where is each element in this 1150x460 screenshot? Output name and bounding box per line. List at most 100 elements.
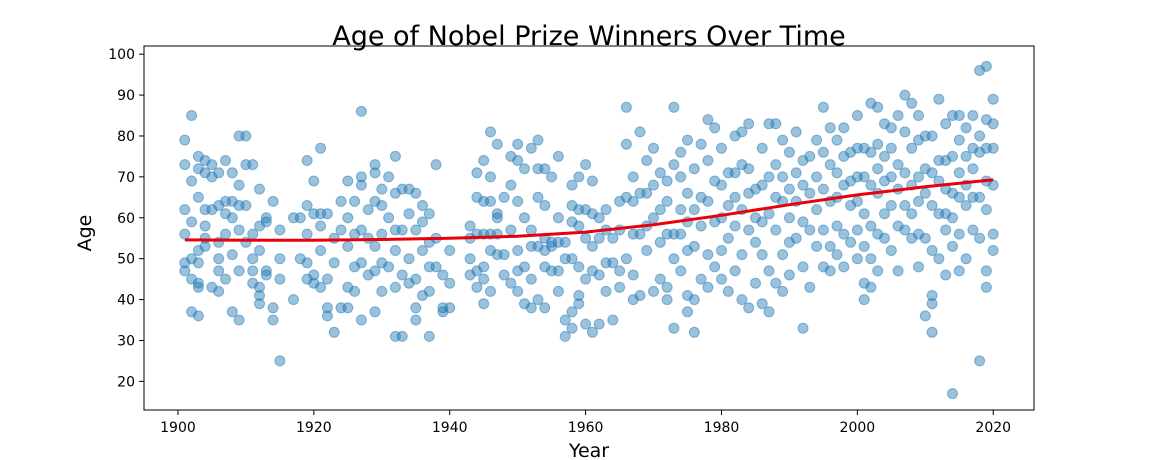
data-point	[233, 179, 245, 191]
data-point	[879, 150, 890, 162]
data-point	[199, 220, 211, 232]
data-point	[804, 281, 816, 293]
data-point	[790, 167, 802, 179]
data-point	[750, 277, 761, 289]
data-point	[634, 126, 646, 138]
data-point	[342, 212, 354, 224]
data-point	[682, 134, 693, 146]
data-point	[519, 261, 530, 273]
data-point	[953, 134, 965, 146]
data-point	[233, 314, 245, 326]
data-point	[376, 200, 388, 211]
data-point	[682, 306, 693, 318]
data-point	[301, 228, 313, 240]
data-point	[505, 224, 517, 236]
data-point	[641, 187, 653, 199]
x-tick-label: 1940	[432, 420, 468, 436]
data-point	[722, 285, 734, 297]
data-point	[396, 269, 408, 281]
data-point	[383, 212, 395, 224]
data-point	[335, 224, 347, 236]
data-point	[423, 208, 435, 220]
data-point	[851, 195, 863, 207]
data-point	[831, 220, 843, 232]
data-point	[627, 171, 639, 183]
data-point	[716, 273, 727, 285]
data-point	[770, 277, 782, 289]
data-point	[811, 171, 823, 183]
data-point	[702, 281, 714, 293]
data-point	[315, 220, 327, 232]
data-point	[192, 191, 204, 203]
data-point	[525, 273, 537, 285]
data-point	[783, 269, 795, 281]
data-point	[485, 285, 496, 297]
data-point	[654, 167, 666, 179]
data-point	[383, 171, 395, 183]
data-point	[512, 285, 524, 297]
data-point	[335, 195, 347, 207]
data-point	[485, 126, 496, 138]
data-point	[206, 159, 218, 171]
data-point	[403, 208, 415, 220]
data-point	[750, 236, 761, 248]
data-point	[722, 200, 734, 211]
data-point	[519, 212, 530, 224]
x-tick-label: 2000	[840, 420, 876, 436]
data-point	[783, 212, 795, 224]
data-point	[777, 285, 789, 297]
data-point	[851, 110, 863, 121]
data-point	[566, 179, 578, 191]
data-point	[512, 245, 524, 256]
trend-line	[184, 178, 994, 242]
data-point	[858, 277, 870, 289]
data-point	[607, 257, 619, 269]
data-point	[702, 114, 714, 126]
data-point	[824, 240, 836, 252]
data-point	[444, 277, 456, 289]
data-point	[491, 212, 503, 224]
y-axis: 20 30 40 50 60 70 80 90 100	[108, 47, 144, 390]
data-point	[430, 261, 442, 273]
data-point	[321, 208, 333, 220]
data-point	[926, 167, 938, 179]
data-point	[369, 240, 381, 252]
data-point	[756, 142, 768, 154]
data-point	[260, 212, 272, 224]
data-point	[620, 101, 632, 113]
data-point	[260, 269, 272, 281]
data-point	[906, 97, 918, 109]
data-point	[369, 265, 381, 277]
data-point	[817, 101, 829, 113]
data-point	[580, 273, 592, 285]
data-point	[987, 245, 999, 256]
data-point	[192, 277, 204, 289]
data-point	[790, 232, 802, 244]
data-point	[967, 224, 979, 236]
data-point	[559, 330, 571, 342]
data-point	[906, 142, 918, 154]
data-point	[519, 163, 530, 175]
data-point	[512, 138, 524, 150]
data-point	[552, 285, 564, 297]
data-point	[478, 273, 490, 285]
data-point	[892, 110, 904, 121]
data-point	[797, 179, 809, 191]
data-point	[471, 167, 483, 179]
data-point	[872, 265, 884, 277]
data-point	[362, 204, 374, 216]
data-point	[355, 257, 367, 269]
data-point	[913, 171, 924, 183]
data-point	[960, 122, 972, 134]
data-point	[695, 138, 707, 150]
x-tick-label: 1900	[160, 420, 196, 436]
data-point	[865, 179, 877, 191]
data-point	[614, 265, 626, 277]
data-point	[980, 281, 992, 293]
data-point	[797, 261, 809, 273]
data-point	[953, 228, 965, 240]
data-point	[539, 302, 551, 314]
data-point	[668, 101, 680, 113]
data-point	[627, 269, 639, 281]
